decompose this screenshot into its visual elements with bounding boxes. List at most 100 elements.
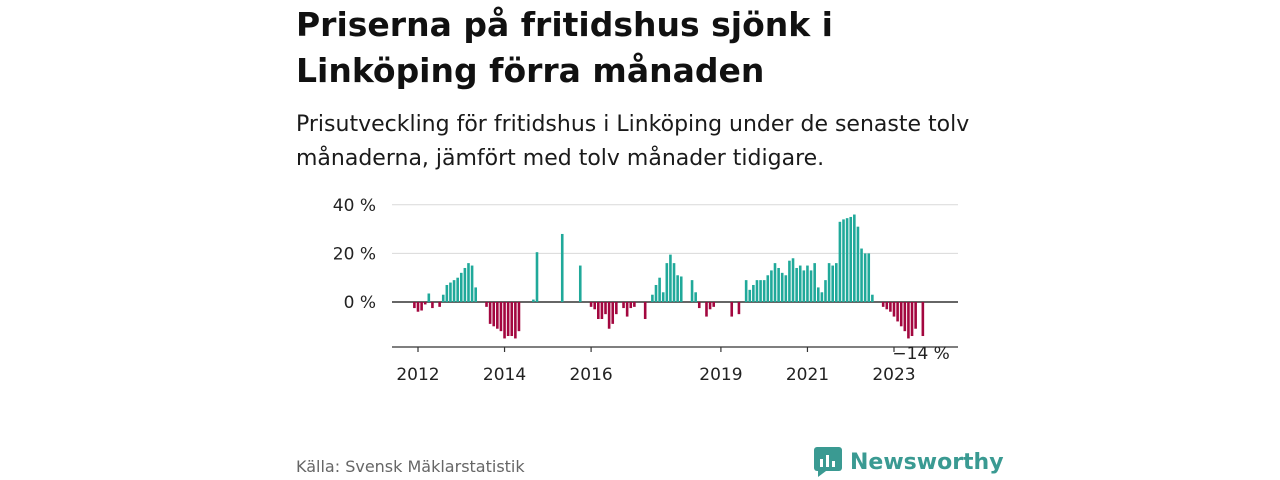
bar bbox=[658, 277, 661, 302]
bar bbox=[755, 280, 759, 302]
bar bbox=[607, 302, 611, 329]
bar bbox=[697, 302, 701, 309]
bar bbox=[506, 302, 510, 337]
y-tick-label: 40 % bbox=[333, 196, 376, 216]
bar bbox=[860, 248, 863, 302]
bar bbox=[835, 263, 838, 302]
bar bbox=[867, 253, 871, 302]
x-tick-label: 2019 bbox=[699, 365, 742, 385]
bar bbox=[802, 270, 806, 302]
bar bbox=[784, 275, 788, 302]
bar bbox=[597, 302, 600, 320]
bar bbox=[813, 263, 816, 302]
bar bbox=[762, 280, 766, 302]
bar bbox=[849, 216, 853, 302]
bar bbox=[427, 293, 431, 302]
bar bbox=[921, 302, 925, 337]
bar bbox=[438, 302, 441, 307]
bar bbox=[672, 263, 676, 302]
bar bbox=[420, 302, 423, 311]
bar bbox=[578, 265, 582, 302]
x-tick-label: 2021 bbox=[786, 365, 829, 385]
bar bbox=[604, 302, 607, 315]
bar bbox=[665, 263, 669, 302]
bar bbox=[535, 252, 539, 302]
bar bbox=[845, 218, 849, 302]
newsworthy-icon bbox=[814, 447, 842, 477]
x-tick-label: 2023 bbox=[872, 365, 915, 385]
bar bbox=[485, 302, 488, 307]
bar bbox=[773, 263, 777, 302]
bar bbox=[589, 302, 593, 307]
bar bbox=[423, 302, 427, 305]
bar bbox=[770, 270, 773, 302]
bar bbox=[416, 302, 420, 312]
bar bbox=[643, 302, 647, 320]
bar bbox=[824, 280, 827, 302]
bar bbox=[413, 302, 416, 309]
bar bbox=[622, 302, 625, 309]
bar bbox=[816, 287, 820, 302]
bar bbox=[759, 280, 762, 302]
bar bbox=[910, 302, 914, 337]
bar bbox=[625, 302, 629, 317]
bar bbox=[856, 226, 860, 302]
y-tick-label: 0 % bbox=[344, 293, 376, 313]
bar bbox=[459, 272, 463, 302]
bar bbox=[892, 302, 896, 317]
x-tick-label: 2012 bbox=[396, 365, 439, 385]
bar bbox=[806, 265, 809, 302]
bar bbox=[752, 284, 755, 302]
bar bbox=[853, 214, 856, 302]
bar bbox=[456, 277, 459, 302]
bar bbox=[510, 302, 514, 337]
bar bbox=[593, 302, 596, 310]
bar bbox=[766, 275, 770, 302]
bar bbox=[737, 302, 741, 315]
bar bbox=[791, 258, 795, 302]
bar-chart: 40 % 20 % 0 % 2012 2014 2016 2019 2021 2023−14 % bbox=[333, 196, 958, 385]
bar bbox=[730, 302, 734, 317]
bar bbox=[669, 254, 672, 302]
bar bbox=[777, 267, 780, 302]
bar bbox=[903, 302, 907, 332]
y-tick-label: 20 % bbox=[333, 244, 376, 264]
newsworthy-logo[interactable]: Newsworthy bbox=[814, 446, 1004, 478]
bar bbox=[694, 292, 697, 302]
bar bbox=[708, 302, 712, 310]
bar bbox=[705, 302, 708, 317]
bar bbox=[633, 302, 636, 307]
bar bbox=[712, 302, 715, 307]
bar bbox=[788, 260, 791, 302]
annotation-label: −14 % bbox=[892, 344, 949, 364]
brand-name: Newsworthy bbox=[850, 449, 1004, 475]
chart-subtitle: Prisutveckling för fritidshus i Linköpin… bbox=[296, 112, 970, 171]
bar bbox=[560, 233, 564, 302]
bar bbox=[881, 302, 885, 307]
bar bbox=[463, 267, 467, 302]
source-note: Källa: Svensk Mäklarstatistik bbox=[296, 457, 525, 476]
bar bbox=[496, 302, 499, 329]
bar bbox=[827, 263, 831, 302]
bar bbox=[431, 302, 434, 309]
bar bbox=[629, 302, 633, 309]
bar bbox=[615, 302, 618, 315]
bar bbox=[474, 287, 477, 302]
bar bbox=[831, 265, 834, 302]
bar bbox=[899, 302, 903, 327]
bar bbox=[651, 294, 654, 302]
bar bbox=[452, 280, 456, 302]
bar bbox=[600, 302, 604, 320]
bar bbox=[532, 299, 535, 302]
bar bbox=[514, 302, 517, 339]
bar bbox=[780, 272, 784, 302]
bar bbox=[503, 302, 506, 339]
bar bbox=[467, 263, 470, 302]
chart-title: Priserna på fritidshus sjönk i Linköping… bbox=[296, 5, 833, 90]
bar bbox=[914, 302, 917, 329]
bar bbox=[654, 284, 658, 302]
bar bbox=[798, 265, 802, 302]
bar bbox=[885, 302, 889, 310]
bar bbox=[611, 302, 615, 324]
bar bbox=[744, 280, 748, 302]
